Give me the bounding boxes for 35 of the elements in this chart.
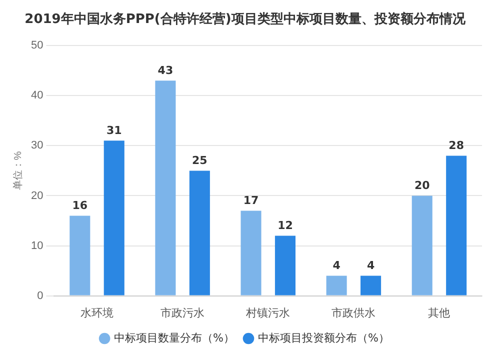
data-label: 12 (278, 219, 293, 232)
bar (104, 140, 124, 296)
y-tick-label: 50 (30, 40, 44, 52)
bar (240, 210, 262, 296)
bar (446, 156, 467, 296)
bar (70, 216, 90, 296)
bar (274, 236, 296, 296)
x-tick-label: 市政污水 (160, 306, 205, 320)
x-tick-label: 村镇污水 (245, 306, 290, 320)
legend-label: 中标项目投资额分布（%） (258, 331, 390, 344)
bar (189, 170, 210, 296)
bar (326, 276, 347, 296)
x-tick-label: 水环境 (80, 306, 114, 320)
data-label: 4 (366, 259, 375, 272)
y-tick-label: 0 (37, 290, 44, 302)
y-tick-label: 40 (30, 90, 44, 102)
legend-label: 中标项目数量分布（%） (114, 331, 234, 344)
data-label: 20 (414, 179, 430, 192)
y-tick-label: 30 (30, 140, 44, 152)
bar (412, 196, 432, 296)
data-label: 4 (332, 259, 341, 272)
bar (155, 80, 176, 296)
data-label: 31 (106, 124, 122, 138)
y-tick-label: 20 (30, 190, 44, 202)
y-axis-title: 单位：% (12, 151, 24, 190)
bar (360, 276, 382, 296)
x-tick-label: 其他 (428, 306, 450, 320)
x-tick-label: 市政供水 (332, 306, 376, 320)
data-label: 43 (158, 64, 174, 77)
chart-title: 2019年中国水务PPP(合特许经营)项目类型中标项目数量、投资额分布情况 (24, 11, 466, 28)
data-label: 28 (448, 139, 464, 152)
data-label: 16 (72, 199, 88, 212)
y-tick-label: 10 (30, 240, 44, 252)
data-label: 25 (192, 154, 208, 168)
data-label: 17 (243, 194, 259, 208)
